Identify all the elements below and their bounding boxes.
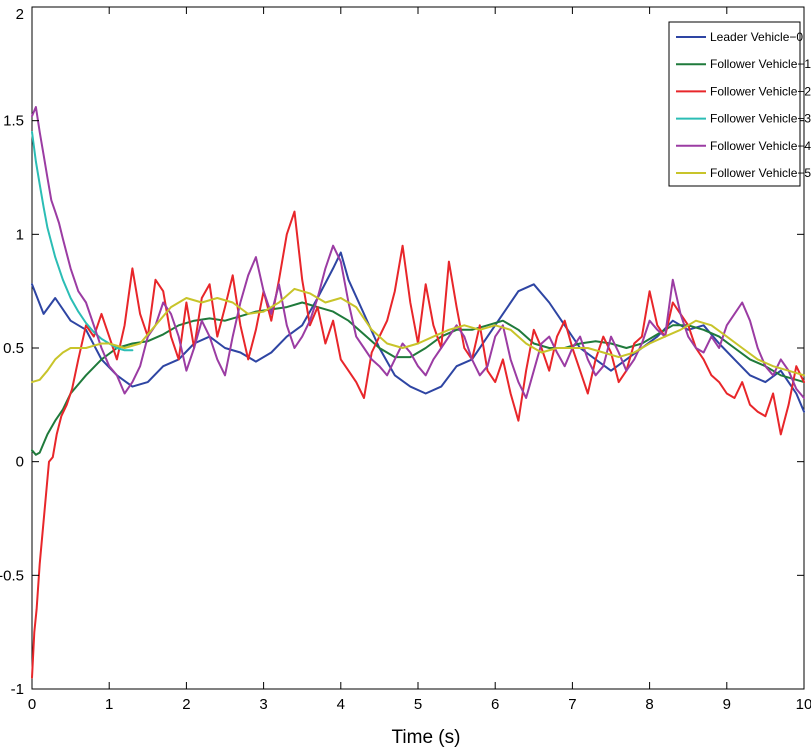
y-tick-labels: -1 -0.5 0 0.5 1 1.5 2 (0, 6, 24, 698)
legend: Leader Vehicle−0 Follower Vehicle−1 Follow… (668, 21, 811, 187)
y-tick-label: 0.5 (3, 340, 24, 357)
legend-items: Leader Vehicle−0 Follower Vehicle−1 Follow… (676, 30, 811, 180)
x-tick-label: 3 (259, 696, 267, 713)
x-tick-label: 9 (723, 696, 731, 713)
x-tick-labels: 0 1 2 3 4 5 6 7 8 9 10 (28, 696, 811, 713)
series-line-5 (31, 287, 805, 384)
legend-box (668, 21, 801, 187)
x-tick-label: 1 (105, 696, 113, 713)
series-line-4 (31, 106, 805, 399)
x-tick-label: 10 (796, 696, 811, 713)
y-tick-label: 1.5 (3, 113, 24, 130)
x-tick-label: 0 (28, 696, 36, 713)
series-line-2 (31, 210, 805, 679)
y-tick-label: -1 (11, 681, 24, 698)
legend-label-5: Follower Vehicle−5 (710, 166, 811, 180)
y-tick-label: 1 (16, 226, 24, 243)
series-layer (31, 106, 805, 679)
y-tick-label: 2 (16, 6, 24, 23)
x-tick-label: 7 (568, 696, 576, 713)
legend-label-1: Follower Vehicle−1 (710, 57, 811, 71)
legend-label-3: Follower Vehicle−3 (710, 112, 811, 126)
legend-label-4: Follower Vehicle−4 (710, 139, 811, 153)
legend-label-0: Leader Vehicle−0 (710, 30, 803, 44)
y-tick-label: 0 (16, 454, 24, 471)
series-line-0 (31, 251, 805, 413)
x-tick-label: 6 (491, 696, 499, 713)
series-line-3 (31, 131, 134, 352)
x-tick-label: 5 (414, 696, 422, 713)
legend-label-2: Follower Vehicle−2 (710, 84, 811, 98)
y-tick-label: -0.5 (0, 567, 24, 584)
x-tick-label: 4 (337, 696, 345, 713)
tick-marks (31, 6, 805, 690)
x-tick-label: 8 (645, 696, 653, 713)
x-axis-label: Time (s) (392, 727, 461, 748)
x-tick-label: 2 (182, 696, 190, 713)
